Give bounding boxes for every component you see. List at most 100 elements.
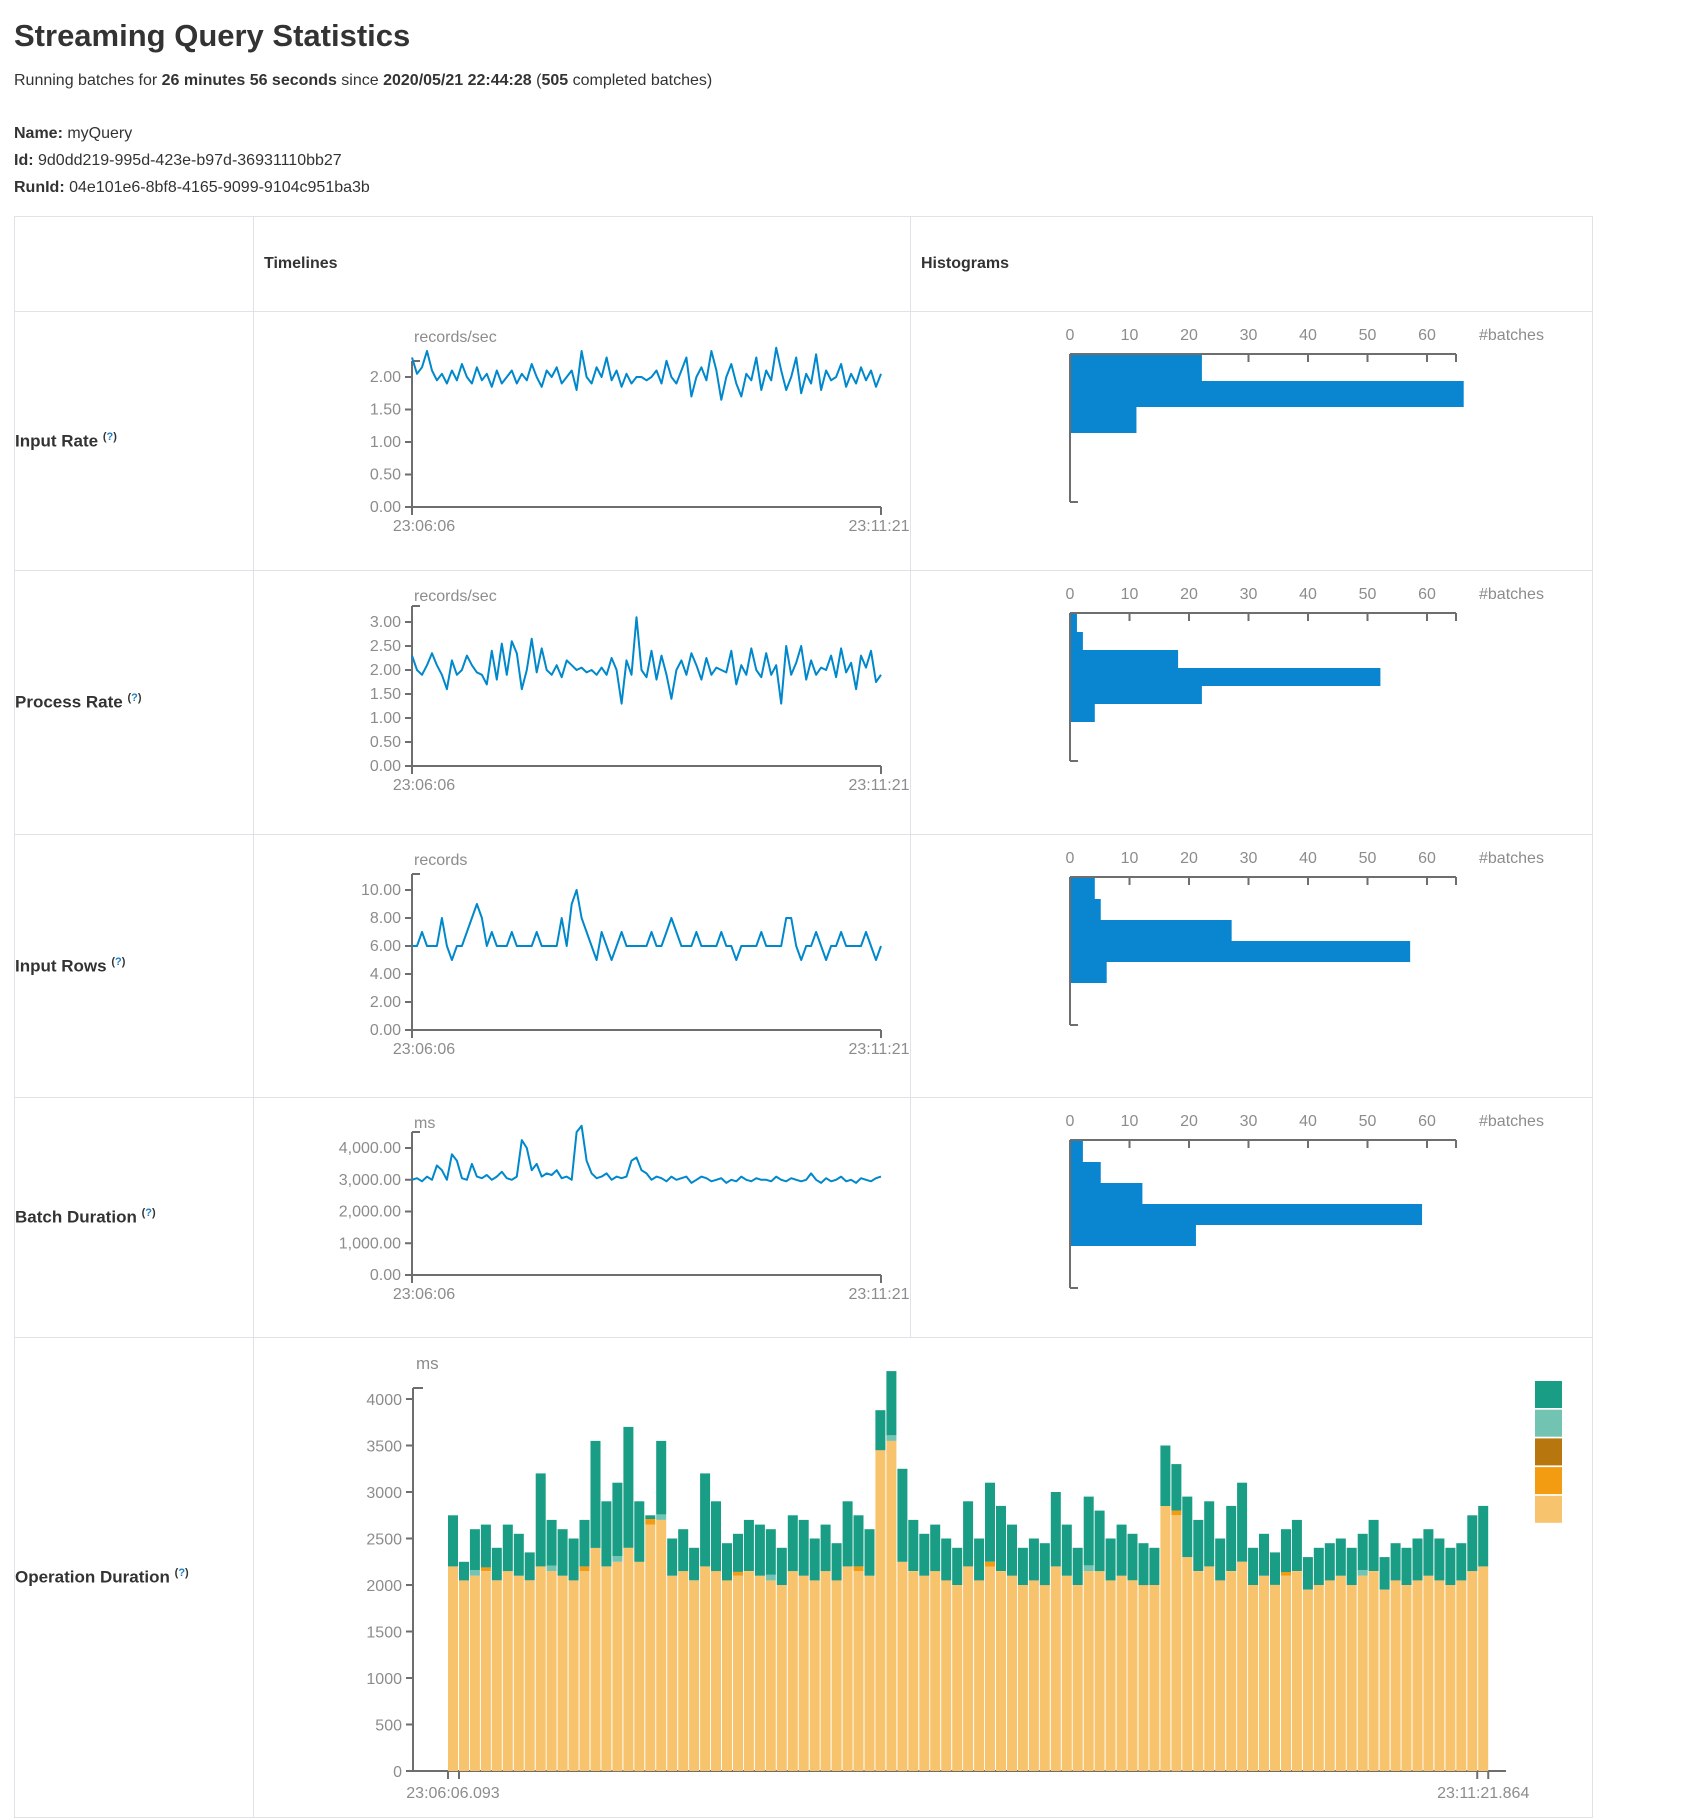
runid-label: RunId:	[14, 179, 65, 196]
svg-text:50: 50	[1359, 586, 1377, 603]
svg-text:10.00: 10.00	[361, 882, 401, 899]
svg-text:40: 40	[1299, 850, 1317, 867]
svg-text:0: 0	[1066, 586, 1075, 603]
svg-text:#batches: #batches	[1479, 586, 1544, 603]
svg-text:30: 30	[1240, 327, 1258, 344]
svg-text:50: 50	[1359, 1113, 1377, 1130]
process-rate-timeline-chart: records/sec 3.00 2.50 2.00 1.50 1.00 0.50 0.00 2…	[254, 571, 910, 834]
svg-text:0: 0	[1066, 1113, 1075, 1130]
statistics-table: Timelines Histograms Input Rate (?) reco…	[14, 216, 1593, 1818]
svg-text:1.50: 1.50	[370, 686, 401, 703]
id-value: 9d0dd219-995d-423e-b97d-36931110bb27	[33, 152, 342, 169]
input-rows-histogram-chart: 0 10 20 30 40 50 60 #batches	[911, 835, 1592, 1097]
input-rows-row: Input Rows (?) records 10.00 8.00 6.00 4.00 2…	[14, 834, 1593, 1098]
svg-text:23:06:06: 23:06:06	[393, 1286, 455, 1303]
svg-text:23:06:06: 23:06:06	[393, 1041, 455, 1058]
summary-prefix: Running batches for	[14, 72, 162, 89]
svg-text:30: 30	[1240, 850, 1258, 867]
svg-text:3000: 3000	[366, 1485, 402, 1502]
svg-text:4.00: 4.00	[370, 966, 401, 983]
svg-text:2.50: 2.50	[370, 638, 401, 655]
input-rate-timeline-chart: records/sec 2.00 1.50 1.00 0.50 0.00 23:06:06 2…	[254, 312, 910, 570]
batch-duration-label-cell: Batch Duration (?)	[14, 1097, 254, 1338]
legend-swatch-0	[1535, 1381, 1562, 1408]
batch-duration-help-icon[interactable]: (?)	[141, 1207, 156, 1220]
batch-duration-timeline-cell: ms 4,000.00 3,000.00 2,000.00 1,000.00 0.00 23…	[253, 1097, 911, 1338]
input-rate-help-icon[interactable]: (?)	[102, 430, 117, 443]
operation-duration-legend	[1535, 1381, 1562, 1523]
batch-duration-row: Batch Duration (?) ms 4,000.00 3,000.00 2,0…	[14, 1097, 1593, 1338]
svg-text:6.00: 6.00	[370, 938, 401, 955]
svg-text:60: 60	[1418, 327, 1436, 344]
svg-text:60: 60	[1418, 586, 1436, 603]
svg-text:#batches: #batches	[1479, 327, 1544, 344]
input-rows-histogram-cell: 0 10 20 30 40 50 60 #batches	[910, 834, 1593, 1098]
svg-text:1.00: 1.00	[370, 434, 401, 451]
svg-text:20: 20	[1180, 1113, 1198, 1130]
operation-duration-help-icon[interactable]: (?)	[174, 1567, 189, 1580]
completed-batch-count: 505	[541, 72, 569, 89]
svg-text:#batches: #batches	[1479, 1113, 1544, 1130]
input-rate-timeline-cell: records/sec 2.00 1.50 1.00 0.50 0.00 23:06:06 2…	[253, 311, 911, 571]
name-value: myQuery	[62, 125, 133, 142]
svg-text:0.00: 0.00	[370, 499, 401, 516]
svg-text:1,000.00: 1,000.00	[339, 1235, 401, 1252]
legend-swatch-1	[1535, 1409, 1562, 1437]
svg-text:4,000.00: 4,000.00	[339, 1140, 401, 1157]
svg-text:40: 40	[1299, 1113, 1317, 1130]
svg-text:40: 40	[1299, 586, 1317, 603]
svg-text:23:11:21: 23:11:21	[848, 1286, 909, 1303]
svg-text:0.00: 0.00	[370, 1022, 401, 1039]
header-timelines: Timelines	[253, 216, 911, 312]
input-rows-help-icon[interactable]: (?)	[111, 955, 126, 968]
svg-text:records/sec: records/sec	[414, 588, 497, 605]
input-rate-histogram-cell: 0 10 20 30 40 50 60 #batches	[910, 311, 1593, 571]
svg-text:30: 30	[1240, 1113, 1258, 1130]
id-label: Id:	[14, 152, 34, 169]
svg-text:23:06:06: 23:06:06	[393, 777, 455, 794]
svg-text:3,000.00: 3,000.00	[339, 1172, 401, 1189]
summary-paren: (	[531, 72, 542, 89]
input-rows-timeline-chart: records 10.00 8.00 6.00 4.00 2.00 0.00 23:06:06…	[254, 835, 910, 1097]
input-rows-label: Input Rows	[15, 956, 107, 976]
running-duration: 26 minutes 56 seconds	[161, 72, 337, 89]
batch-duration-label: Batch Duration	[15, 1207, 137, 1227]
svg-text:10: 10	[1121, 1113, 1139, 1130]
query-id-line: Id: 9d0dd219-995d-423e-b97d-36931110bb27	[14, 147, 1679, 174]
process-rate-label-cell: Process Rate (?)	[14, 570, 254, 835]
operation-duration-chart-cell: ms 0 500 1000 1500 2000 2500 3000 3500 4000 23:06:…	[253, 1337, 1593, 1818]
svg-text:23:11:21: 23:11:21	[848, 777, 909, 794]
process-rate-timeline-cell: records/sec 3.00 2.50 2.00 1.50 1.00 0.50 0.00 2…	[253, 570, 911, 835]
svg-text:23:11:21.864: 23:11:21.864	[1437, 1785, 1529, 1802]
batch-duration-timeline-chart: ms 4,000.00 3,000.00 2,000.00 1,000.00 0.00 23…	[254, 1098, 910, 1337]
operation-duration-row: Operation Duration (?) ms 0 500 1000 1500 200…	[14, 1337, 1593, 1818]
batch-duration-histogram-chart: 0 10 20 30 40 50 60 #batches	[911, 1098, 1592, 1337]
svg-text:3500: 3500	[366, 1439, 402, 1456]
svg-text:records: records	[414, 852, 467, 869]
svg-text:ms: ms	[414, 1115, 435, 1132]
svg-text:0: 0	[1066, 327, 1075, 344]
svg-text:1.50: 1.50	[370, 402, 401, 419]
summary-suffix: completed batches)	[568, 72, 713, 89]
svg-text:60: 60	[1418, 850, 1436, 867]
legend-swatch-3	[1535, 1467, 1562, 1495]
svg-text:2,000.00: 2,000.00	[339, 1204, 401, 1221]
svg-text:0.00: 0.00	[370, 758, 401, 775]
input-rate-histogram-chart: 0 10 20 30 40 50 60 #batches	[911, 312, 1592, 570]
svg-text:2000: 2000	[366, 1578, 402, 1595]
svg-text:2500: 2500	[366, 1532, 402, 1549]
svg-text:40: 40	[1299, 327, 1317, 344]
svg-text:4000: 4000	[366, 1392, 402, 1409]
svg-text:records/sec: records/sec	[414, 329, 497, 346]
svg-text:1500: 1500	[366, 1625, 402, 1642]
operation-duration-chart: ms 0 500 1000 1500 2000 2500 3000 3500 4000 23:06:…	[254, 1338, 1592, 1817]
svg-text:0.50: 0.50	[370, 734, 401, 751]
legend-swatch-2	[1535, 1438, 1562, 1466]
svg-text:23:11:21: 23:11:21	[848, 518, 909, 535]
svg-text:0.00: 0.00	[370, 1267, 401, 1284]
process-rate-help-icon[interactable]: (?)	[127, 692, 142, 705]
header-empty-cell	[14, 216, 254, 312]
svg-text:2.00: 2.00	[370, 994, 401, 1011]
svg-text:20: 20	[1180, 850, 1198, 867]
